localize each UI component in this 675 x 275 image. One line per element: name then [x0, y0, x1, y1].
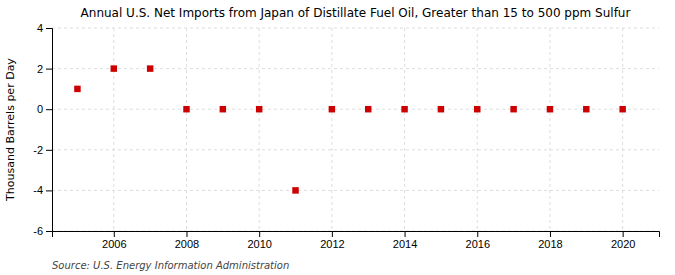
grid	[52, 28, 659, 231]
grid-line-x	[113, 28, 114, 231]
plot-area: 2006 2008 2010 2012 2014 2016 2018 2020 -6 -4 -2 0 2…	[33, 22, 659, 250]
tick: -6	[33, 225, 52, 237]
tick: 2012	[320, 231, 344, 250]
tick-label: -2	[33, 144, 43, 156]
tick: -4	[33, 184, 52, 196]
points	[74, 65, 626, 193]
point	[183, 106, 189, 112]
grid-line-y	[52, 109, 659, 110]
grid-line-x	[622, 28, 623, 231]
grid-line-y	[52, 149, 659, 150]
grid-line-x	[549, 28, 550, 231]
tick-mark	[46, 109, 52, 110]
grid-line-x	[259, 28, 260, 231]
point	[74, 86, 80, 92]
tick-mark	[46, 150, 52, 151]
point	[220, 106, 226, 112]
tick-label: 2012	[320, 238, 344, 250]
tick-mark	[46, 231, 52, 232]
grid-line-x	[477, 28, 478, 231]
tick: 0	[37, 103, 52, 115]
x-axis: 2006 2008 2010 2012 2014 2016 2018 2020	[53, 231, 660, 250]
tick-mark	[46, 28, 52, 29]
point	[256, 106, 262, 112]
tick-label: 2020	[611, 238, 635, 250]
tick-mark	[186, 231, 187, 237]
tick: 2010	[247, 231, 271, 250]
tick-mark	[114, 231, 115, 237]
tick: 4	[37, 22, 52, 34]
point	[147, 65, 153, 71]
source-note: Source: U.S. Energy Information Administ…	[52, 260, 289, 271]
chart-container: 2006 2008 2010 2012 2014 2016 2018 2020 -6 -4 -2 0 2…	[0, 0, 675, 275]
point	[438, 106, 444, 112]
axis-line	[46, 29, 53, 232]
grid-line-x	[331, 28, 332, 231]
grid-line-y	[52, 28, 659, 29]
tick: 2	[37, 63, 52, 75]
tick-label: 2008	[175, 238, 199, 250]
tick: 2014	[393, 231, 417, 250]
point	[547, 106, 553, 112]
point	[401, 106, 407, 112]
tick-label: 4	[37, 22, 43, 34]
tick-label: 2	[37, 63, 43, 75]
tick-mark	[46, 69, 52, 70]
tick-label: 2010	[247, 238, 271, 250]
grid-line-x	[404, 28, 405, 231]
point	[292, 187, 298, 193]
point	[619, 106, 625, 112]
tick: 2018	[538, 231, 562, 250]
tick-label: 2016	[466, 238, 490, 250]
point	[474, 106, 480, 112]
y-axis-label: Thousand Barrels per Day	[4, 58, 17, 202]
tick: 2008	[175, 231, 199, 250]
tick-mark	[623, 231, 624, 237]
tick: -2	[33, 144, 52, 156]
title: Annual U.S. Net Imports from Japan of Di…	[81, 6, 631, 20]
tick: 2006	[102, 231, 126, 250]
point	[510, 106, 516, 112]
tick-label: -4	[33, 184, 43, 196]
tick-mark	[477, 231, 478, 237]
grid-line-x	[186, 28, 187, 231]
tick: 2016	[466, 231, 490, 250]
tick-mark	[259, 231, 260, 237]
point	[111, 65, 117, 71]
grid-line-y	[52, 68, 659, 69]
tick-label: -6	[33, 225, 43, 237]
tick-label: 2006	[102, 238, 126, 250]
tick-label: 0	[37, 103, 43, 115]
tick-label: 2018	[538, 238, 562, 250]
tick-mark	[550, 231, 551, 237]
axis-line	[53, 232, 660, 238]
grid-line-y	[52, 190, 659, 191]
tick-mark	[405, 231, 406, 237]
y-axis: -6 -4 -2 0 2 4	[33, 22, 52, 237]
point	[583, 106, 589, 112]
point	[329, 106, 335, 112]
tick-mark	[46, 190, 52, 191]
tick: 2020	[611, 231, 635, 250]
chart-svg: 2006 2008 2010 2012 2014 2016 2018 2020 -6 -4 -2 0 2…	[0, 0, 675, 275]
tick-mark	[332, 231, 333, 237]
tick-label: 2014	[393, 238, 417, 250]
point	[365, 106, 371, 112]
